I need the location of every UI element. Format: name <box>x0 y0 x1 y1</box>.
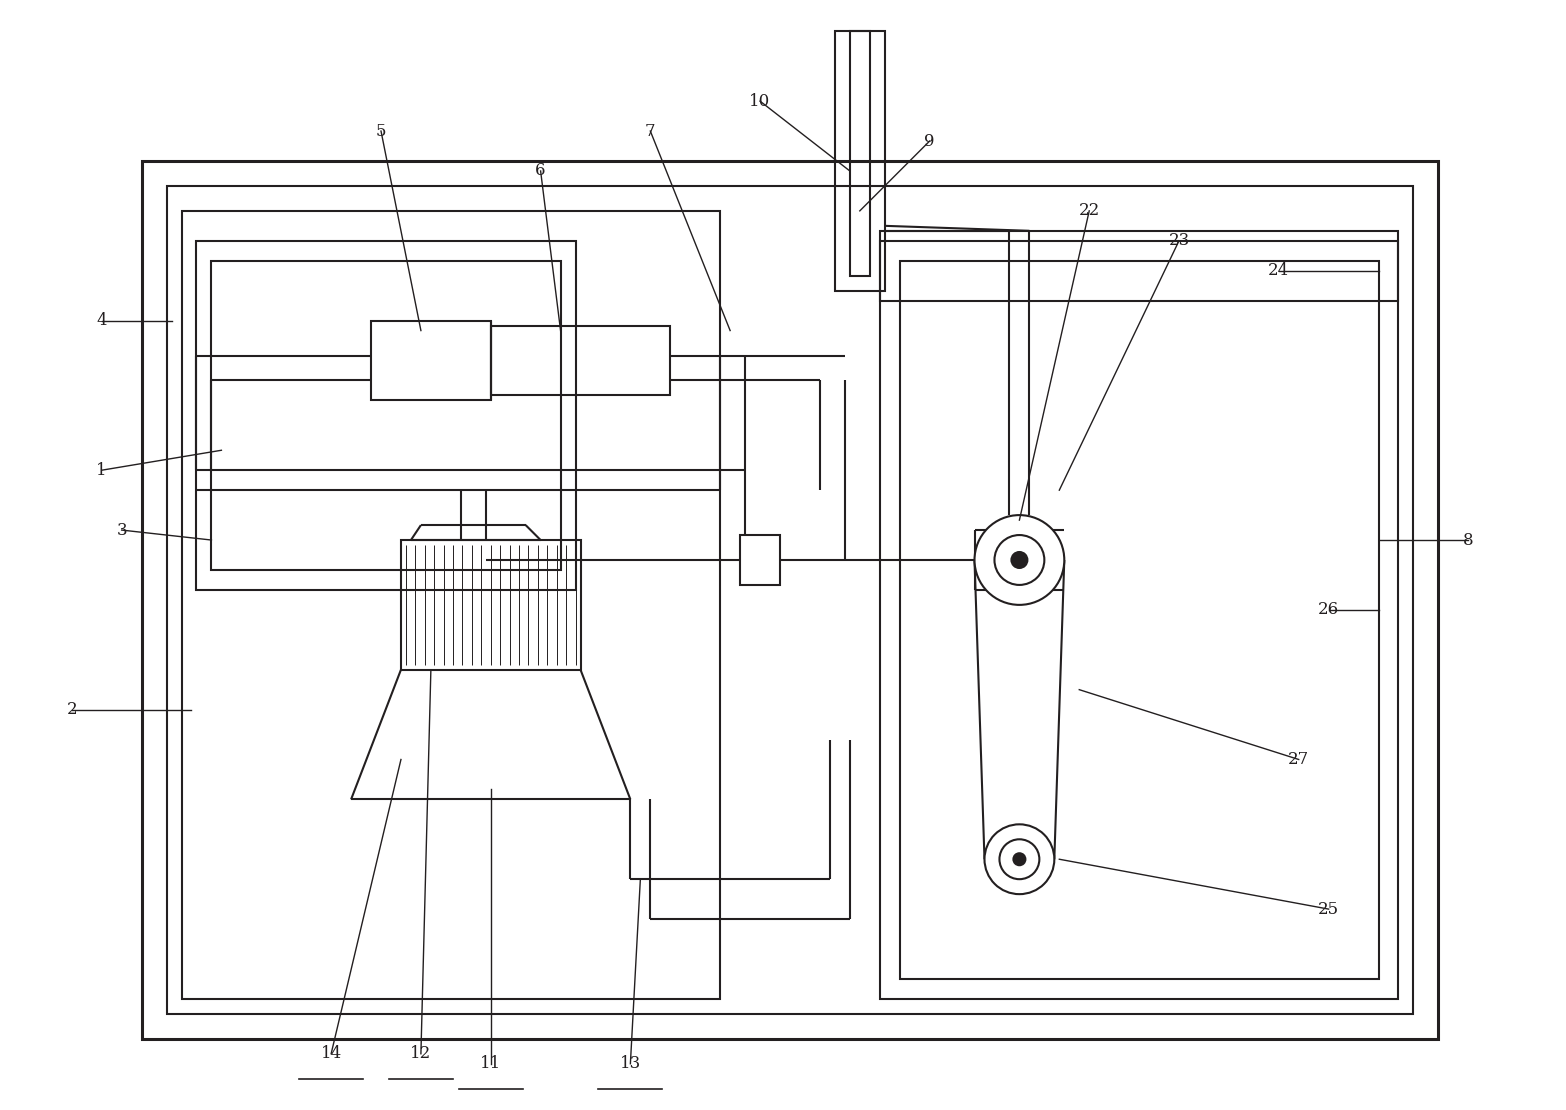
Text: 3: 3 <box>116 522 127 538</box>
Circle shape <box>1012 552 1027 568</box>
Text: 10: 10 <box>750 92 770 110</box>
Circle shape <box>974 515 1065 605</box>
Text: 5: 5 <box>376 122 387 140</box>
Text: 24: 24 <box>1268 262 1289 280</box>
Circle shape <box>994 535 1045 585</box>
Text: 7: 7 <box>645 122 656 140</box>
Text: 27: 27 <box>1289 751 1309 768</box>
Text: 22: 22 <box>1079 202 1099 220</box>
Text: 8: 8 <box>1463 532 1474 548</box>
Text: 23: 23 <box>1168 232 1190 250</box>
Text: 12: 12 <box>410 1046 432 1062</box>
Bar <box>900 261 1378 979</box>
Bar <box>166 186 1414 1013</box>
Bar <box>211 261 561 569</box>
Bar <box>741 535 780 585</box>
Bar <box>880 241 1398 999</box>
Circle shape <box>1013 854 1026 865</box>
Bar <box>371 321 490 401</box>
Circle shape <box>999 839 1040 879</box>
Bar <box>196 241 576 589</box>
Text: 9: 9 <box>924 132 935 150</box>
Text: 6: 6 <box>536 162 547 180</box>
Bar <box>401 541 581 669</box>
Bar <box>835 31 885 291</box>
Text: 26: 26 <box>1319 602 1339 618</box>
Bar <box>850 31 869 275</box>
Bar <box>880 231 1398 301</box>
Text: 11: 11 <box>481 1056 501 1072</box>
Circle shape <box>985 825 1054 895</box>
Text: 25: 25 <box>1319 900 1339 918</box>
Text: 4: 4 <box>97 312 106 329</box>
Bar <box>490 325 670 395</box>
Bar <box>182 211 720 999</box>
Text: 1: 1 <box>97 462 106 478</box>
Text: 14: 14 <box>321 1046 341 1062</box>
Text: 13: 13 <box>620 1056 640 1072</box>
Bar <box>141 161 1438 1039</box>
Text: 2: 2 <box>66 702 77 718</box>
